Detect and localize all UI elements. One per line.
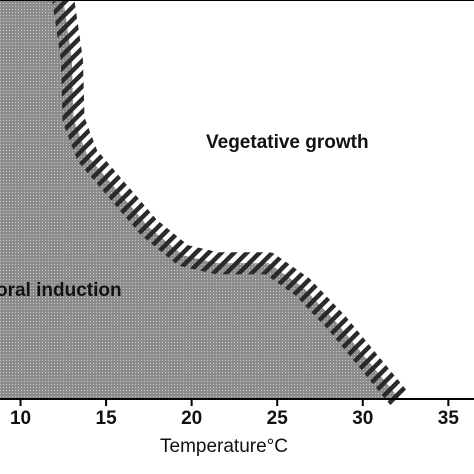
floral-induction-label: oral induction [0, 280, 122, 301]
vegetative-growth-label: Vegetative growth [206, 132, 369, 153]
x-axis-ticks: 10 15 20 25 30 35 [10, 399, 459, 429]
boundary-hatched-band [52, 0, 409, 406]
x-tick-label-15: 15 [96, 408, 118, 429]
x-tick-label-10: 10 [10, 408, 31, 429]
x-tick-label-20: 20 [181, 408, 202, 429]
x-axis-title: Temperature°C [160, 436, 288, 457]
x-tick-label-30: 30 [352, 408, 373, 429]
x-tick-label-25: 25 [267, 408, 289, 429]
plot-area [0, 0, 409, 406]
x-tick-label-35: 35 [438, 408, 460, 429]
